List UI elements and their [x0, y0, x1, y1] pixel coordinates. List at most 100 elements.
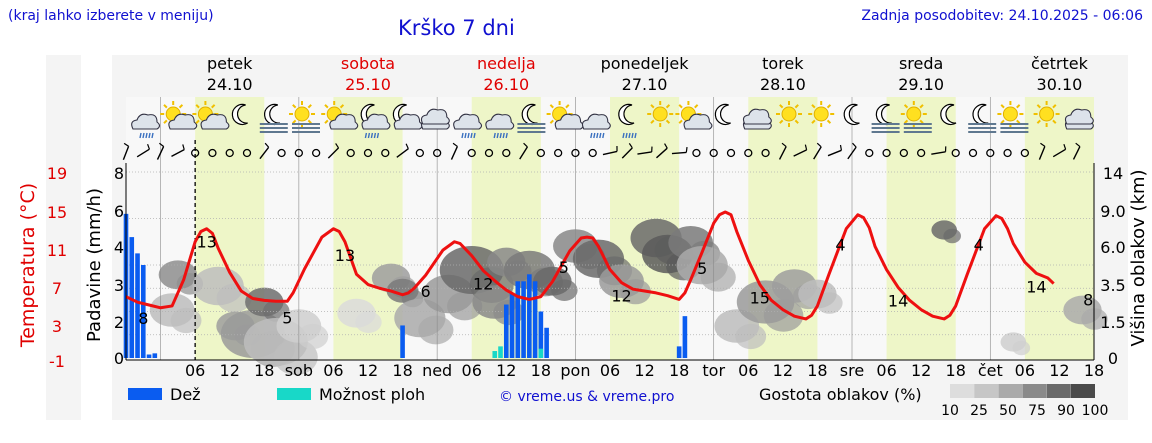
- cloud-density-tick: 90: [1057, 403, 1075, 419]
- wind-barb: [327, 147, 340, 159]
- hour-tick: 06: [738, 361, 758, 380]
- cloud-icon: [1064, 108, 1094, 130]
- sun-shape: [813, 106, 829, 122]
- sun-ray: [163, 104, 168, 109]
- sun-ray: [1000, 104, 1005, 109]
- shower-bar: [538, 348, 544, 358]
- wind-barb: [259, 146, 270, 160]
- precipitation-tick: 6: [114, 202, 124, 221]
- temperature-label: 5: [697, 259, 707, 278]
- cloud-shape: [683, 113, 713, 130]
- wind-barb: [827, 149, 842, 157]
- cloud-icon: [420, 108, 450, 130]
- rain-drop: [593, 132, 596, 139]
- rain-drop: [364, 132, 368, 139]
- wind-barb: [671, 151, 687, 155]
- rain-bar: [515, 281, 521, 358]
- temperature-label: 6: [421, 282, 431, 301]
- rain-bar: [527, 274, 532, 358]
- hour-tick: 12: [1049, 361, 1069, 380]
- sun-ray: [811, 104, 816, 109]
- wind-barb: [122, 146, 130, 160]
- sun-ray: [211, 104, 216, 109]
- precipitation-tick: 4: [114, 238, 124, 257]
- temperature-tick: -1: [49, 352, 65, 371]
- sun-ray: [1016, 119, 1021, 124]
- sun-ray: [324, 119, 329, 124]
- sun-ray: [665, 119, 671, 124]
- temperature-tick: 19: [47, 164, 67, 183]
- wind-barb-flag: [685, 146, 688, 153]
- wind-barb: [637, 151, 652, 155]
- temperature-tick: 7: [52, 279, 62, 298]
- moon-shape: [714, 103, 731, 126]
- sun-shape: [781, 106, 797, 122]
- rain-drop: [467, 132, 470, 139]
- wind-calm-mark: [1003, 148, 1012, 158]
- wind-barb-flag: [781, 142, 787, 148]
- wind-barb-flag: [147, 143, 150, 150]
- cloud-density-tick: 100: [1082, 403, 1109, 419]
- rain-bar: [140, 265, 146, 358]
- rain-bar: [146, 354, 152, 358]
- sun-ray: [1016, 104, 1021, 109]
- cloud-shape: [1064, 108, 1094, 125]
- wind-calm-mark: [899, 148, 909, 158]
- wind-calm-mark: [190, 148, 200, 158]
- cloud-rain-icon: [453, 113, 483, 139]
- temperature-label: 12: [473, 275, 493, 294]
- rain-drop: [505, 132, 508, 139]
- day-abbr-tick: sre: [840, 361, 864, 380]
- day-abbr-tick: pon: [560, 361, 590, 380]
- rain-drop: [622, 132, 625, 139]
- sun-ray: [1000, 119, 1005, 124]
- copyright-link: © vreme.us & vreme.pro: [499, 389, 674, 405]
- day-date: 27.10: [622, 75, 668, 94]
- cloud-density-swatch: [950, 384, 974, 398]
- rain-drop: [151, 132, 154, 139]
- sun-fog-icon: [289, 101, 320, 133]
- temperature-tick: 3: [52, 317, 62, 336]
- sun-ray: [1052, 119, 1057, 124]
- moon-fog-icon: [517, 103, 546, 133]
- wind-barb: [136, 148, 150, 158]
- rain-bar: [682, 316, 688, 358]
- sun-ray: [1036, 119, 1041, 124]
- wind-barb: [847, 146, 857, 160]
- sun-ray: [339, 104, 345, 109]
- cloud-patch: [943, 228, 961, 244]
- wind-barb-flag: [159, 142, 165, 147]
- moon-fog-icon: [968, 103, 997, 133]
- rain-bar: [532, 281, 538, 358]
- sun-ray: [307, 119, 312, 124]
- wind-barb: [396, 148, 409, 158]
- wind-barb-flag: [651, 146, 653, 152]
- temperature-label: 8: [138, 309, 148, 328]
- rain-drop: [602, 132, 605, 139]
- rain-drop: [464, 132, 467, 139]
- wind-calm-mark: [986, 148, 995, 158]
- temperature-label: 14: [888, 291, 908, 310]
- sun-icon: [776, 101, 802, 127]
- wind-calm-mark: [916, 148, 926, 158]
- rain-drop: [628, 132, 631, 139]
- wind-calm-mark: [571, 148, 580, 158]
- sun-ray: [1052, 104, 1057, 109]
- wind-calm-mark: [951, 148, 960, 158]
- day-abbr-tick: ned: [422, 361, 452, 380]
- wind-barb-flag: [664, 143, 668, 149]
- moon-cloud-rain-icon: [360, 103, 391, 139]
- rain-bar: [538, 311, 544, 358]
- rain-drop: [142, 132, 145, 139]
- sun-cloud-icon: [321, 101, 359, 130]
- sun-ray: [549, 104, 554, 109]
- cloud-patch: [700, 262, 736, 292]
- wind-barb-flag: [616, 146, 618, 152]
- moon-fog-icon: [871, 103, 900, 133]
- wind-calm-mark: [277, 148, 286, 158]
- sun-ray: [811, 119, 816, 124]
- sun-ray: [178, 104, 184, 109]
- rain-drop: [496, 132, 499, 139]
- cloud-density-swatch: [1022, 384, 1047, 398]
- rain-drop: [493, 132, 496, 139]
